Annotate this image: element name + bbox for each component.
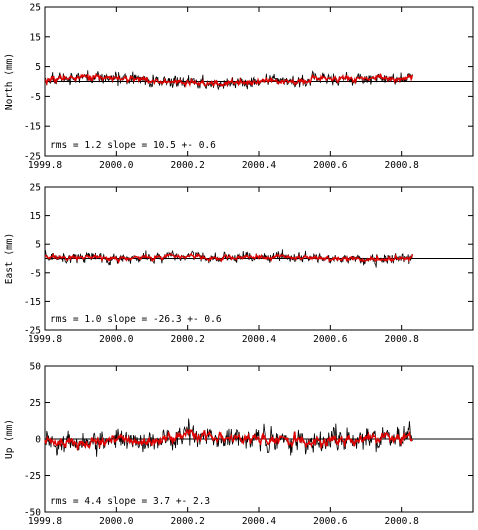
x-tick-label: 2000.6 bbox=[313, 516, 348, 527]
x-tick-label: 2000.2 bbox=[171, 334, 205, 345]
y-tick-label: 25 bbox=[30, 3, 41, 14]
y-tick-label: -5 bbox=[30, 92, 41, 103]
x-tick-label: 1999.8 bbox=[28, 516, 63, 527]
y-tick-label: 5 bbox=[35, 240, 41, 251]
x-tick-label: 1999.8 bbox=[28, 334, 63, 345]
x-tick-label: 2000.8 bbox=[385, 160, 420, 171]
y-tick-label: -25 bbox=[24, 471, 41, 482]
series-model bbox=[44, 252, 414, 265]
x-tick-label: 2000.0 bbox=[99, 334, 134, 345]
x-tick-label: 2000.2 bbox=[171, 516, 205, 527]
y-tick-label: -5 bbox=[30, 268, 41, 279]
y-axis-label: North (mm) bbox=[4, 53, 15, 110]
y-axis-label: Up (mm) bbox=[4, 419, 15, 459]
x-tick-label: 2000.0 bbox=[99, 516, 134, 527]
y-tick-label: -25 bbox=[24, 152, 41, 163]
x-tick-label: 2000.4 bbox=[242, 516, 277, 527]
y-tick-label: 15 bbox=[30, 211, 41, 222]
x-tick-label: 2000.6 bbox=[313, 334, 348, 345]
x-tick-label: 1999.8 bbox=[28, 160, 63, 171]
y-tick-label: 5 bbox=[35, 62, 41, 73]
y-tick-label: 50 bbox=[30, 362, 42, 373]
x-tick-label: 2000.6 bbox=[313, 160, 348, 171]
y-tick-label: 25 bbox=[30, 398, 41, 409]
x-tick-label: 2000.2 bbox=[171, 160, 205, 171]
x-tick-label: 2000.8 bbox=[385, 334, 420, 345]
series-model bbox=[44, 72, 414, 88]
x-tick-label: 2000.0 bbox=[99, 160, 134, 171]
y-tick-label: 0 bbox=[35, 435, 41, 446]
stats-annotation: rms = 4.4 slope = 3.7 +- 2.3 bbox=[50, 496, 210, 507]
x-tick-label: 2000.4 bbox=[242, 160, 277, 171]
x-tick-label: 2000.4 bbox=[242, 334, 277, 345]
y-tick-label: -25 bbox=[24, 326, 41, 337]
y-axis-label: East (mm) bbox=[4, 233, 15, 284]
stats-annotation: rms = 1.2 slope = 10.5 +- 0.6 bbox=[50, 140, 216, 151]
y-tick-label: 25 bbox=[30, 183, 41, 194]
stats-annotation: rms = 1.0 slope = -26.3 +- 0.6 bbox=[50, 314, 222, 325]
x-tick-label: 2000.8 bbox=[385, 516, 420, 527]
y-tick-label: -15 bbox=[24, 297, 41, 308]
y-tick-label: -15 bbox=[24, 122, 41, 133]
y-tick-label: 15 bbox=[30, 32, 41, 43]
series-model bbox=[44, 428, 413, 451]
y-tick-label: -50 bbox=[24, 508, 41, 519]
series-observed bbox=[44, 418, 413, 457]
